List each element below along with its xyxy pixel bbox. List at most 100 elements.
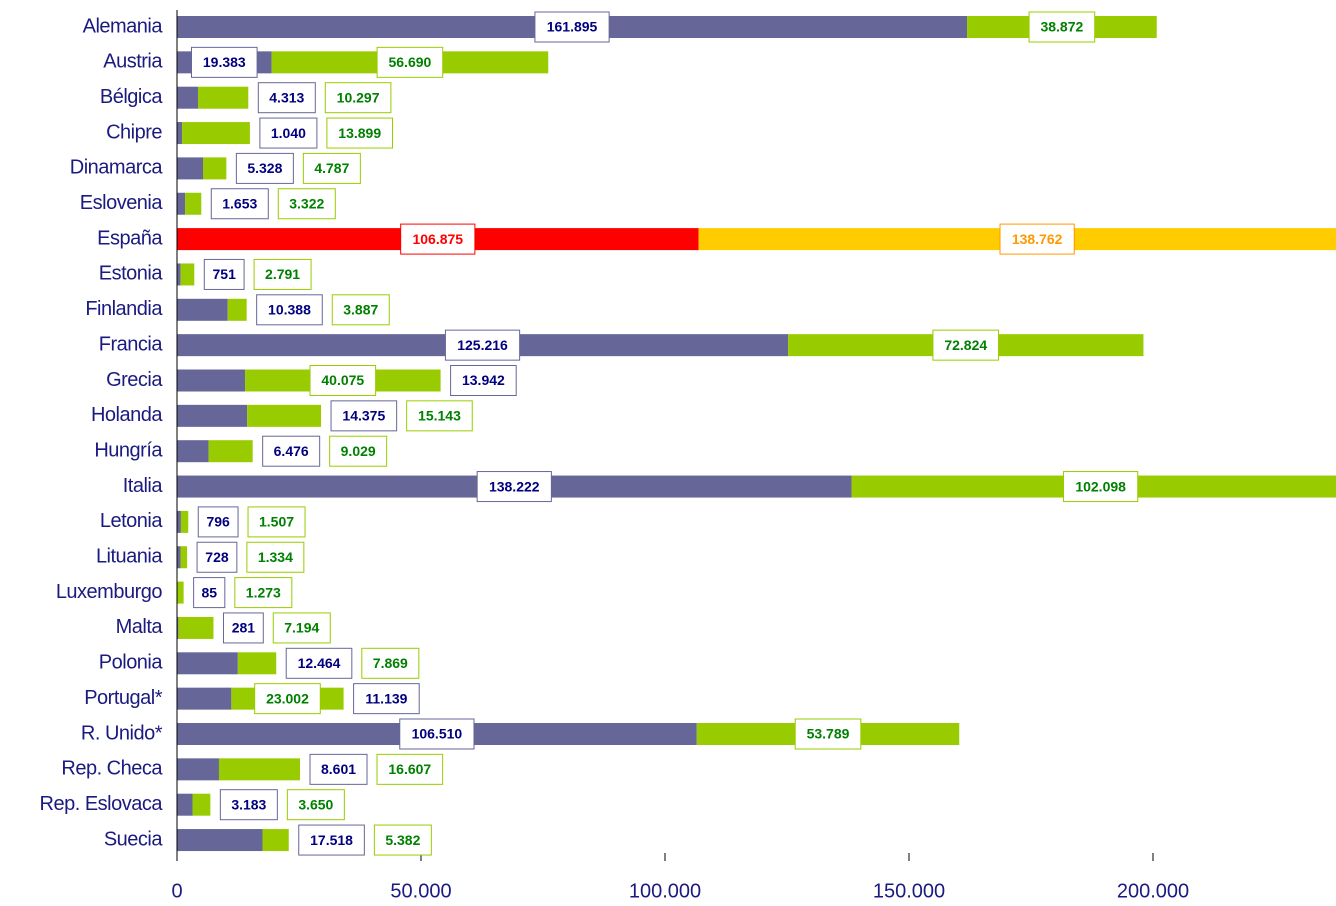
- value-label-box: [406, 400, 473, 432]
- bar-segment: [180, 510, 189, 533]
- value-label-box: [331, 294, 390, 326]
- value-label-box: [286, 789, 345, 821]
- value-label: 728: [205, 549, 229, 565]
- value-label-box: [259, 117, 318, 149]
- value-label: 10.297: [337, 89, 380, 105]
- bar-segment: [227, 298, 247, 321]
- value-label: 15.143: [418, 408, 461, 424]
- value-label-box: [193, 577, 226, 609]
- value-label: 1.334: [258, 549, 293, 565]
- category-label: Francia: [99, 333, 164, 355]
- value-label-box: [376, 46, 444, 78]
- value-label: 53.789: [807, 726, 850, 742]
- value-label-box: [353, 683, 420, 715]
- value-label-box: [272, 612, 331, 644]
- value-label-box: [324, 82, 392, 114]
- bar-segment: [218, 758, 301, 781]
- bar-segment: [177, 758, 219, 781]
- category-label: Rep. Eslovaca: [40, 793, 164, 815]
- value-label-box: [1028, 11, 1096, 43]
- value-label: 38.872: [1040, 19, 1083, 35]
- category-label: Hungría: [94, 439, 163, 461]
- value-label: 13.942: [462, 372, 505, 388]
- value-label-box: [254, 683, 321, 715]
- value-label: 85: [201, 584, 217, 600]
- value-label-box: [476, 471, 552, 503]
- x-tick-label: 100.000: [629, 880, 701, 902]
- category-label: España: [97, 227, 163, 249]
- bar-segment: [177, 369, 246, 392]
- value-label: 3.650: [298, 796, 333, 812]
- value-label-box: [257, 82, 316, 114]
- value-label-box: [253, 258, 312, 290]
- value-label: 11.139: [365, 690, 407, 706]
- value-label: 9.029: [341, 443, 376, 459]
- value-label-box: [196, 541, 238, 573]
- value-label-box: [399, 718, 475, 750]
- category-label: Malta: [116, 616, 164, 638]
- value-label-box: [400, 223, 476, 255]
- value-label: 1.273: [246, 584, 281, 600]
- bar-segment: [177, 192, 186, 215]
- bar-segment: [177, 546, 181, 569]
- value-label: 17.518: [310, 832, 353, 848]
- category-label: Bélgica: [100, 86, 163, 108]
- value-label: 10.388: [268, 302, 311, 318]
- value-label-box: [197, 506, 239, 538]
- value-label: 796: [206, 514, 230, 530]
- bar-segment: [182, 122, 250, 145]
- value-label: 14.375: [342, 408, 385, 424]
- category-label: Lituania: [96, 546, 163, 568]
- bar-segment: [203, 157, 227, 180]
- value-label: 102.098: [1075, 478, 1126, 494]
- value-label: 138.222: [489, 478, 540, 494]
- value-label-box: [235, 152, 294, 184]
- bar-segment: [247, 404, 322, 427]
- value-label-box: [222, 612, 264, 644]
- category-label: R. Unido*: [81, 722, 163, 744]
- value-label: 4.313: [269, 89, 304, 105]
- value-label: 7.869: [373, 655, 408, 671]
- value-label: 281: [232, 620, 256, 636]
- category-label: Luxemburgo: [56, 581, 163, 603]
- category-label: Rep. Checa: [61, 758, 163, 780]
- x-tick-label: 0: [171, 880, 182, 902]
- bar-segment: [177, 440, 209, 463]
- value-label-box: [234, 577, 293, 609]
- value-label-box: [262, 435, 321, 467]
- bar-segment: [237, 652, 277, 675]
- x-tick-label: 50.000: [390, 880, 451, 902]
- value-label-box: [190, 46, 258, 78]
- bar-segment: [177, 687, 232, 710]
- value-label: 19.383: [203, 54, 246, 70]
- value-label: 751: [213, 266, 237, 282]
- value-label-box: [277, 188, 336, 220]
- value-label: 72.824: [944, 337, 987, 353]
- value-label-box: [450, 365, 517, 396]
- value-label: 1.507: [259, 514, 294, 530]
- value-label-box: [247, 506, 306, 538]
- bar-segment: [177, 86, 199, 109]
- category-label: Polonia: [99, 652, 164, 674]
- bar-segment: [177, 263, 181, 286]
- value-label-box: [444, 329, 521, 361]
- value-label-box: [330, 400, 398, 432]
- value-label: 12.464: [298, 655, 341, 671]
- value-label-box: [932, 329, 1000, 361]
- value-label: 3.183: [231, 796, 266, 812]
- value-label-box: [534, 11, 610, 43]
- value-label: 5.382: [385, 832, 420, 848]
- value-label-box: [794, 718, 862, 750]
- category-label: Chipre: [106, 121, 162, 143]
- bar-segment: [177, 652, 238, 675]
- value-label-box: [309, 365, 377, 396]
- value-label-box: [210, 188, 269, 220]
- value-label-box: [219, 789, 278, 821]
- value-label: 40.075: [321, 372, 364, 388]
- bar-segment: [178, 616, 214, 639]
- value-label-box: [326, 117, 394, 149]
- bar-segment: [177, 157, 204, 180]
- value-label: 3.887: [343, 302, 378, 318]
- bar-segment: [208, 440, 253, 463]
- bar-segment: [177, 793, 193, 816]
